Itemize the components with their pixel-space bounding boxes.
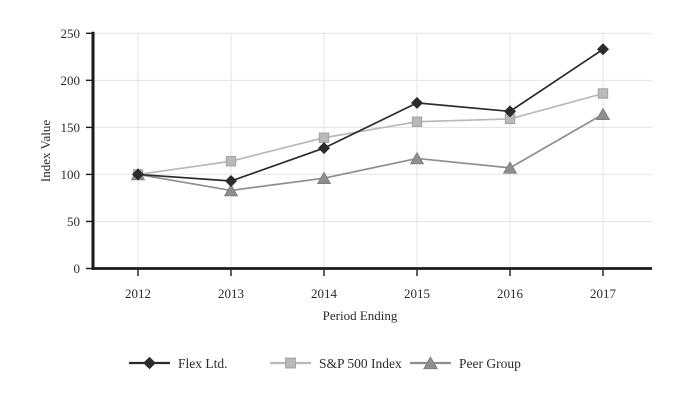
legend-label: Flex Ltd. (178, 356, 228, 371)
x-tick-label: 2015 (404, 286, 430, 301)
x-tick-label: 2016 (497, 286, 524, 301)
legend-item-s-p-500-index: S&P 500 Index (270, 356, 402, 371)
legend-item-flex-ltd: Flex Ltd. (129, 356, 228, 371)
square-marker (225, 156, 237, 167)
y-tick-label: 250 (61, 26, 81, 41)
ticks (86, 32, 604, 276)
y-axis-title: Index Value (38, 120, 53, 182)
triangle-marker (316, 171, 332, 184)
series-s-p-500-index (132, 88, 609, 180)
series-line (137, 92, 604, 176)
series-peer-group (130, 107, 611, 197)
y-tick-label: 150 (61, 120, 81, 135)
triangle-marker (422, 356, 439, 370)
diamond-marker (411, 96, 423, 109)
square-marker (411, 116, 423, 127)
diamond-marker (225, 175, 237, 188)
legend-label: S&P 500 Index (319, 356, 402, 371)
series-line (137, 48, 604, 182)
square-marker (285, 357, 296, 369)
y-tick-label: 100 (61, 167, 81, 182)
triangle-marker (502, 161, 518, 174)
diamond-marker (504, 105, 516, 118)
y-tick-label: 0 (74, 261, 81, 276)
diamond-marker (143, 356, 156, 370)
y-tick-label: 200 (61, 73, 81, 88)
square-marker (318, 132, 330, 143)
triangle-marker (595, 107, 611, 121)
x-tick-label: 2014 (311, 286, 338, 301)
diamond-marker (132, 168, 144, 181)
x-tick-label: 2012 (125, 286, 151, 301)
gridlines (93, 32, 652, 269)
series-line (137, 113, 604, 192)
x-axis-title: Period Ending (323, 308, 398, 323)
triangle-marker (409, 151, 425, 165)
legend-item-peer-group: Peer Group (410, 356, 521, 371)
chart-legend: Flex Ltd. S&P 500 Index Peer Group (129, 356, 521, 371)
series-flex-ltd (132, 43, 609, 188)
axes (91, 31, 652, 270)
legend-label: Peer Group (459, 356, 521, 371)
y-tick-label: 50 (67, 214, 80, 229)
diamond-marker (597, 43, 609, 56)
triangle-marker (223, 183, 239, 197)
diamond-marker (318, 142, 330, 155)
square-marker (597, 88, 609, 99)
x-tick-label: 2013 (218, 286, 244, 301)
x-tick-label: 2017 (590, 286, 617, 301)
